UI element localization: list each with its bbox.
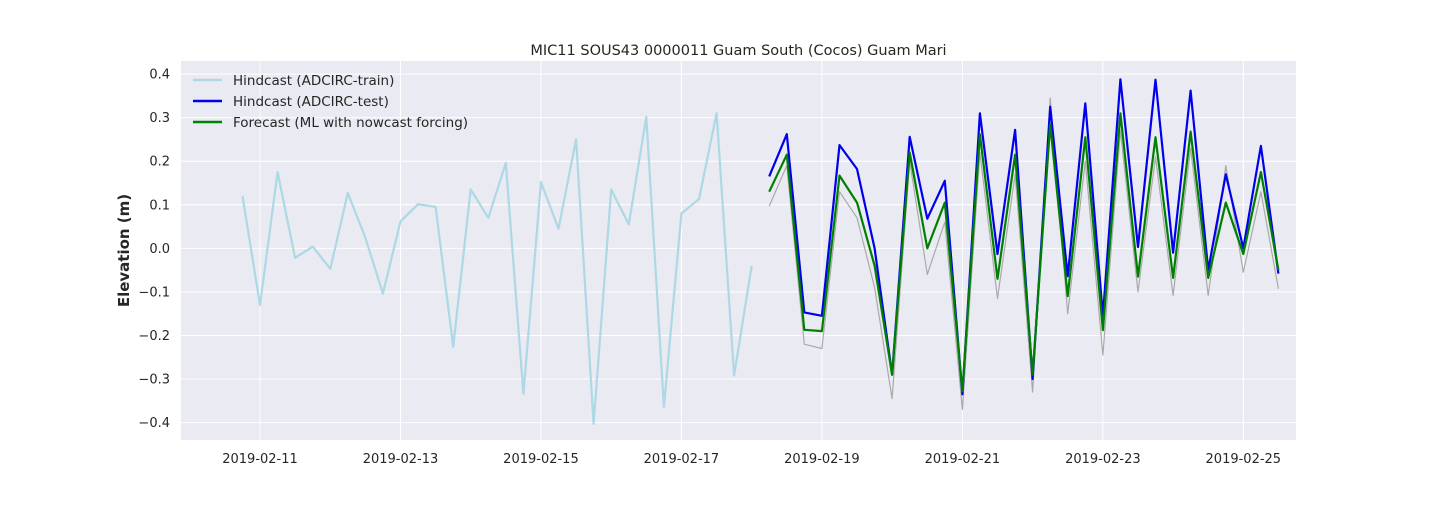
y-tick-label: −0.1 [138,285,170,300]
y-tick-label: −0.2 [138,329,170,344]
series-line-reference [768,97,1279,411]
x-tick-label: 2019-02-15 [503,452,579,467]
x-tick-label: 2019-02-13 [363,452,439,467]
y-axis-ticks: 0.4 0.3 0.2 0.1 0.0 −0.1 −0.2 −0.3 −0.4 [138,68,170,432]
y-tick-label: 0.3 [149,111,170,126]
y-tick-label: 0.0 [149,242,170,257]
x-tick-label: 2019-02-11 [222,452,298,467]
x-tick-label: 2019-02-25 [1206,452,1282,467]
legend-label: Hindcast (ADCIRC-test) [233,94,389,110]
chart-title: MIC11 SOUS43 0000011 Guam South (Cocos) … [530,43,946,59]
series-line-forecast [768,112,1280,393]
y-axis-label: Elevation (m) [115,194,133,307]
legend-label: Forecast (ML with nowcast forcing) [233,115,468,131]
x-tick-label: 2019-02-23 [1065,452,1141,467]
y-tick-label: −0.3 [138,373,170,388]
grid-lines [181,61,1296,440]
series-layer [241,78,1280,425]
x-tick-label: 2019-02-17 [644,452,720,467]
series-line-hindcast-train [241,112,753,425]
x-tick-label: 2019-02-19 [784,452,860,467]
y-tick-label: 0.2 [149,155,170,170]
x-tick-label: 2019-02-21 [925,452,1001,467]
y-tick-label: −0.4 [138,416,170,431]
x-axis-ticks: 2019-02-11 2019-02-13 2019-02-15 2019-02-17… [222,452,1281,467]
legend: Hindcast (ADCIRC-train) Hindcast (ADCIRC-… [193,73,468,131]
y-tick-label: 0.4 [149,68,170,83]
y-tick-label: 0.1 [149,198,170,213]
legend-label: Hindcast (ADCIRC-train) [233,73,394,89]
